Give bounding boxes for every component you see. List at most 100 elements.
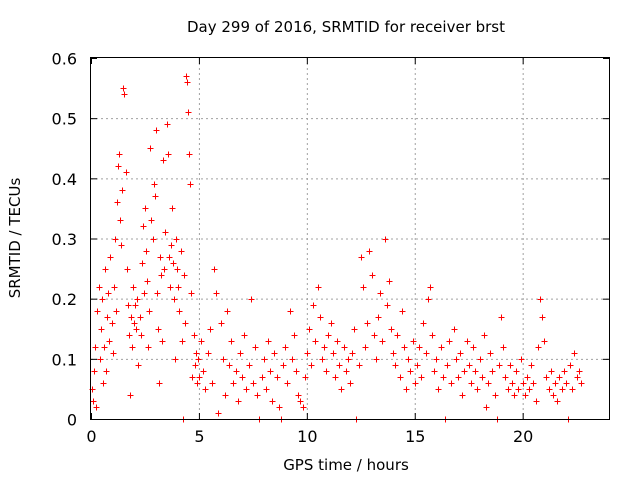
- data-point-marker: [157, 254, 164, 261]
- data-point-marker: [341, 344, 348, 351]
- data-point-marker: [93, 404, 100, 411]
- data-point-marker: [559, 386, 566, 393]
- data-point-marker: [530, 380, 537, 387]
- data-point-marker: [91, 368, 98, 375]
- data-point-marker: [539, 314, 546, 321]
- data-point-marker: [94, 308, 101, 315]
- data-point-marker: [172, 356, 179, 363]
- data-point-marker: [518, 356, 525, 363]
- data-point-marker: [105, 290, 112, 297]
- x-axis-title: GPS time / hours: [283, 456, 409, 474]
- data-point-marker: [137, 314, 144, 321]
- data-point-marker: [431, 368, 438, 375]
- data-point-marker: [360, 284, 367, 291]
- data-point-marker: [200, 368, 207, 375]
- data-point-marker: [496, 362, 503, 369]
- y-tick-labels: 0 0.1 0.2 0.3 0.4 0.5 0.6: [52, 50, 77, 430]
- x-tick-label: 0: [86, 427, 96, 446]
- data-point-marker: [119, 187, 126, 194]
- data-point-marker: [388, 326, 395, 333]
- data-point-marker: [167, 284, 174, 291]
- data-point-marker: [158, 272, 165, 279]
- data-point-marker: [188, 290, 195, 297]
- data-point-marker: [176, 308, 183, 315]
- data-point-marker: [181, 272, 188, 279]
- data-point-marker: [550, 392, 557, 399]
- data-point-marker: [446, 338, 453, 345]
- data-point-marker: [574, 374, 581, 381]
- data-point-marker: [193, 350, 200, 357]
- data-point-marker: [347, 380, 354, 387]
- data-point-marker: [300, 404, 307, 411]
- data-point-marker: [526, 386, 533, 393]
- data-point-marker: [123, 169, 130, 176]
- data-point-marker: [435, 386, 442, 393]
- data-point-marker: [310, 302, 317, 309]
- data-point-marker: [332, 374, 339, 381]
- data-point-marker: [511, 392, 518, 399]
- data-point-marker: [306, 326, 313, 333]
- data-point-marker: [399, 308, 406, 315]
- data-point-marker: [107, 254, 114, 261]
- data-point-marker: [289, 356, 296, 363]
- data-point-marker: [141, 290, 148, 297]
- data-point-marker: [384, 302, 391, 309]
- data-point-marker: [425, 296, 432, 303]
- data-point-marker: [117, 217, 124, 224]
- y-axis-title: SRMTID / TECUs: [6, 178, 24, 299]
- data-point-marker: [533, 398, 540, 405]
- data-point-marker: [120, 85, 127, 92]
- data-point-marker: [222, 392, 229, 399]
- data-point-marker: [267, 368, 274, 375]
- y-tick-label: 0.2: [52, 290, 77, 309]
- data-point-marker: [390, 350, 397, 357]
- data-point-marker: [362, 344, 369, 351]
- data-point-marker: [515, 386, 522, 393]
- data-point-marker: [152, 193, 159, 200]
- data-point-marker: [485, 380, 492, 387]
- data-point-marker: [280, 362, 287, 369]
- data-point-marker: [377, 290, 384, 297]
- data-point-marker: [175, 284, 182, 291]
- data-point-marker: [97, 356, 104, 363]
- data-point-marker: [211, 266, 218, 273]
- data-point-marker: [202, 386, 209, 393]
- data-point-marker: [366, 248, 373, 255]
- data-point-marker: [239, 374, 246, 381]
- data-point-marker: [171, 296, 178, 303]
- y-tick-label: 0.6: [52, 50, 77, 69]
- data-point-marker: [162, 229, 169, 236]
- data-point-marker: [133, 326, 140, 333]
- data-point-marker: [196, 374, 203, 381]
- data-point-marker: [156, 380, 163, 387]
- data-point-marker: [520, 380, 527, 387]
- y-tick-label: 0.5: [52, 110, 77, 129]
- data-point-marker: [302, 374, 309, 381]
- data-point-marker: [166, 254, 173, 261]
- data-point-marker: [99, 296, 106, 303]
- data-point-marker: [90, 398, 97, 405]
- data-point-marker: [502, 374, 509, 381]
- data-point-marker: [451, 326, 458, 333]
- data-point-marker: [161, 266, 168, 273]
- data-point-marker: [556, 374, 563, 381]
- data-point-marker: [154, 290, 161, 297]
- data-point-marker: [297, 398, 304, 405]
- data-point-marker: [466, 362, 473, 369]
- data-point-marker: [561, 368, 568, 375]
- data-point-marker: [505, 386, 512, 393]
- data-point-marker: [552, 380, 559, 387]
- data-point-marker: [477, 356, 484, 363]
- data-point-marker: [392, 362, 399, 369]
- data-point-marker: [182, 320, 189, 327]
- data-point-marker: [103, 368, 110, 375]
- data-point-marker: [524, 374, 531, 381]
- data-point-marker: [440, 374, 447, 381]
- data-point-marker: [481, 332, 488, 339]
- data-point-marker: [186, 151, 193, 158]
- data-point-marker: [269, 398, 276, 405]
- data-point-marker: [371, 332, 378, 339]
- data-point-marker: [394, 332, 401, 339]
- data-point-marker: [132, 302, 139, 309]
- data-point-marker: [287, 308, 294, 315]
